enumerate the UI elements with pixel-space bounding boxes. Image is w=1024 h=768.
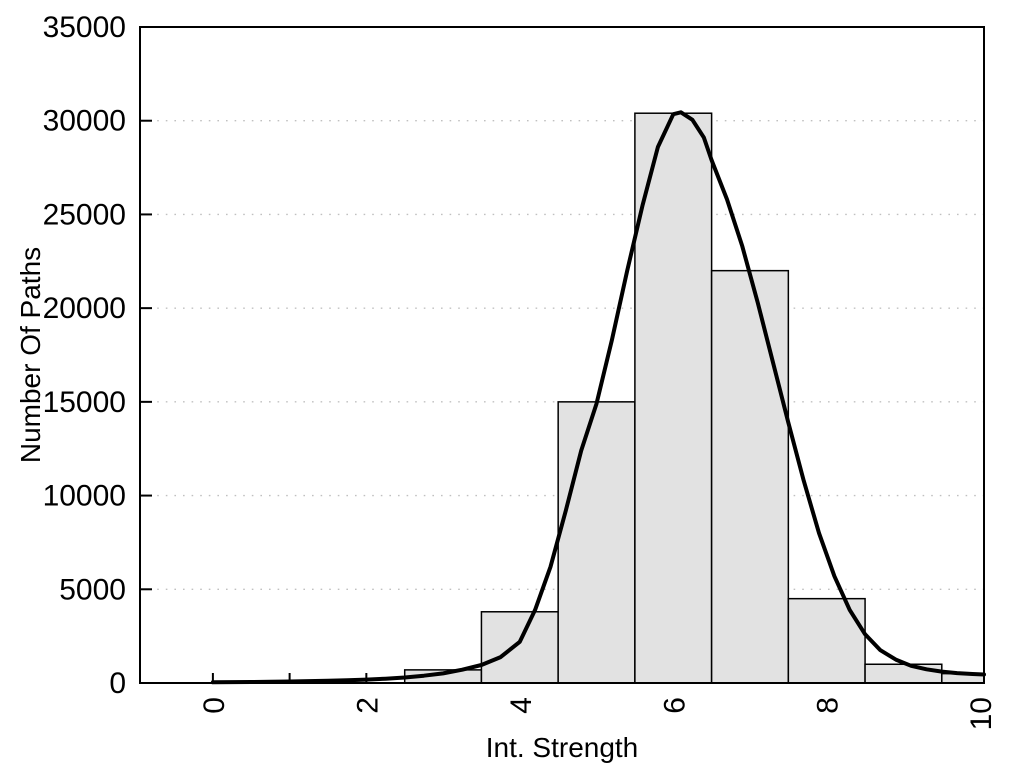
histogram-bar (864, 663, 943, 684)
x-tick-label: 4 (505, 697, 538, 714)
y-axis-title: Number Of Paths (15, 247, 46, 463)
density-curve (210, 110, 986, 685)
y-tick-label: 20000 (43, 292, 126, 325)
plot-frame-layer (139, 26, 985, 684)
y-tick-label: 5000 (59, 573, 126, 606)
histogram-bar (710, 269, 790, 684)
y-tick-label: 35000 (43, 11, 126, 44)
y-tick-label: 25000 (43, 198, 126, 231)
y-tick-label: 30000 (43, 105, 126, 138)
y-tick-label: 15000 (43, 386, 126, 419)
x-tick-label: 10 (965, 697, 998, 730)
y-tick-label: 0 (109, 667, 126, 700)
x-axis-title: Int. Strength (486, 732, 639, 763)
histogram-bar (787, 597, 866, 684)
x-tick-label: 2 (351, 697, 384, 714)
x-tick-label: 6 (658, 697, 691, 714)
histogram-bar (557, 401, 636, 684)
tick-labels-layer: 0 5000 10000 15000 20000 25000 30000 35000 0 2 4 6 8… (43, 11, 999, 730)
plot-border (139, 26, 985, 684)
x-tick-label: 8 (812, 697, 845, 714)
histogram-bar (480, 611, 559, 684)
y-tick-label: 10000 (43, 480, 126, 513)
histogram-bars-layer (403, 112, 985, 684)
x-tick-label: 0 (198, 697, 231, 714)
histogram-bar (634, 112, 713, 684)
density-curve-layer (210, 110, 986, 685)
